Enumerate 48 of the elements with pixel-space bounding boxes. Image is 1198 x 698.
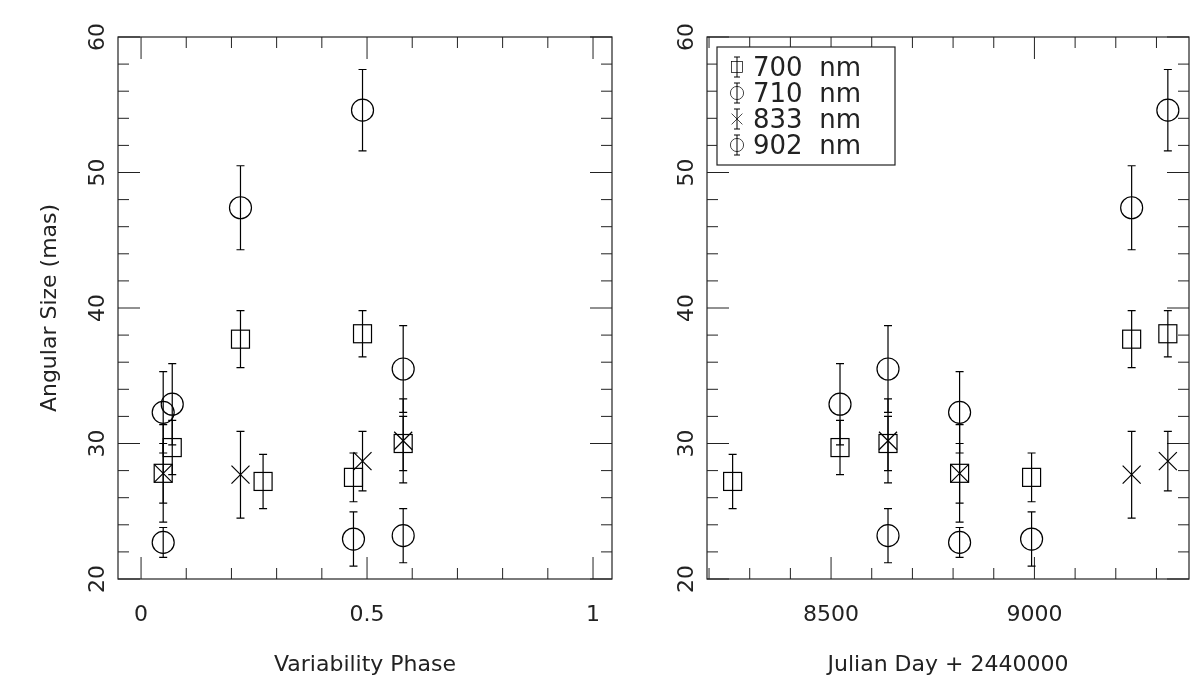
point (1021, 467, 1042, 487)
y-tick-label: 40 (673, 294, 698, 322)
point (350, 98, 375, 122)
y-tick-label: 50 (673, 158, 698, 187)
point (876, 524, 900, 548)
point (1122, 465, 1142, 485)
y-tick-label: 20 (84, 565, 109, 593)
y-tick-label: 20 (673, 565, 698, 593)
point (230, 329, 251, 349)
y-axis-title: Angular Size (mas) (36, 203, 61, 413)
point (1120, 196, 1144, 220)
point (352, 324, 373, 344)
x-tick-label: 9000 (1006, 601, 1063, 626)
y-tick-label: 60 (673, 23, 698, 51)
y-tick-label: 60 (84, 23, 109, 51)
y-tick-label: 50 (84, 158, 109, 187)
point (1158, 324, 1178, 344)
point (876, 357, 900, 381)
point (828, 392, 852, 416)
y-tick-label: 30 (84, 429, 109, 458)
point (151, 400, 175, 424)
point (1019, 527, 1044, 551)
point (947, 530, 972, 555)
point (151, 530, 175, 555)
x-tick-label: 1 (586, 601, 601, 626)
x-axis-title: Julian Day + 2440000 (825, 651, 1069, 676)
x-axis-title: Variability Phase (273, 651, 457, 676)
point (1122, 329, 1142, 349)
point (253, 471, 273, 492)
point (391, 524, 415, 548)
x-tick-label: 8500 (803, 601, 860, 626)
y-tick-label: 30 (673, 429, 698, 458)
point (830, 437, 850, 458)
point (352, 451, 373, 471)
x-tick-label: 0.5 (349, 601, 385, 626)
point (160, 392, 184, 416)
point (341, 527, 366, 551)
y-tick-label: 40 (84, 294, 109, 322)
point (343, 467, 364, 487)
point (947, 400, 972, 424)
point (1156, 98, 1180, 122)
point (723, 471, 743, 492)
point (391, 357, 415, 381)
point (162, 437, 182, 458)
x-tick-label: 0 (134, 601, 149, 626)
point (228, 196, 253, 220)
point (230, 465, 251, 485)
point (1158, 451, 1178, 471)
